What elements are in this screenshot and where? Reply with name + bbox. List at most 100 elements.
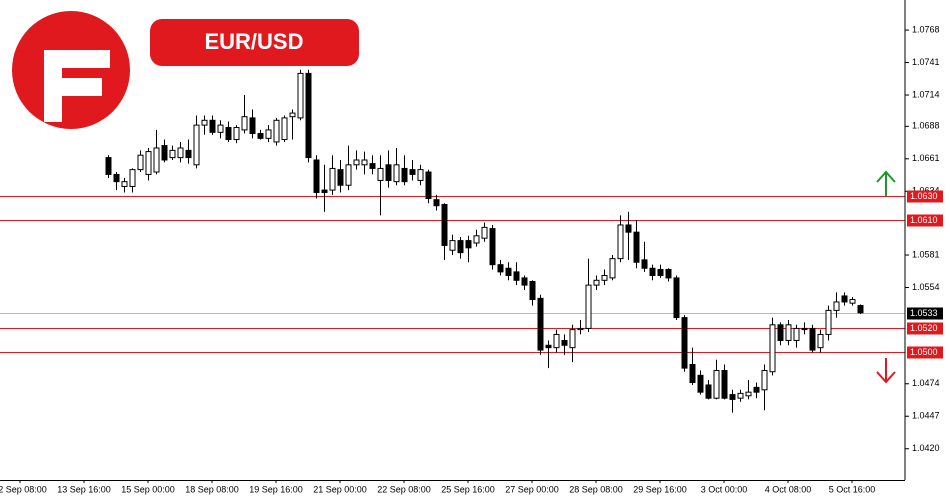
x-tick-label: 19 Sep 16:00 (249, 484, 303, 494)
candle-body (145, 151, 152, 175)
candle-body (761, 370, 768, 391)
level-label: 1.0520 (910, 323, 938, 333)
candle-body (161, 145, 168, 161)
x-tick-label: 13 Sep 16:00 (57, 484, 111, 494)
candle-body (561, 339, 568, 346)
candle-body (801, 327, 808, 331)
arrow-head (876, 371, 896, 384)
candle-body (641, 259, 648, 269)
candle-body (553, 333, 560, 349)
candle-body (617, 224, 624, 260)
candle-body (769, 324, 776, 373)
candle-body (337, 169, 344, 186)
x-tick-label: 22 Sep 08:00 (377, 484, 431, 494)
candle-body (713, 370, 720, 399)
candle-body (225, 127, 232, 141)
x-tick-label: 21 Sep 00:00 (313, 484, 367, 494)
candle-body (601, 274, 608, 281)
level-label-box (907, 190, 943, 203)
level-label: 1.0500 (910, 347, 938, 357)
candle-body (265, 129, 272, 139)
level-label-box (907, 214, 943, 227)
candle-body (305, 72, 312, 159)
candle-body (585, 284, 592, 329)
candle-body (505, 267, 512, 276)
candle-body (233, 127, 240, 141)
y-tick-label: 1.0688 (912, 121, 940, 131)
candle-body (385, 164, 392, 181)
up-arrow (876, 170, 896, 196)
candle-body (665, 268, 672, 279)
x-tick-label: 4 Oct 08:00 (765, 484, 812, 494)
candle-body (193, 124, 200, 166)
candle-body (241, 116, 248, 131)
last-price-box (907, 307, 943, 320)
candle-body (785, 324, 792, 341)
candle-body (497, 264, 504, 273)
candle-body (753, 386, 760, 393)
y-tick-label: 1.0420 (912, 443, 940, 453)
candle-body (121, 181, 128, 187)
candle-body (825, 309, 832, 335)
candle-body (249, 117, 256, 135)
y-tick-label: 1.0768 (912, 24, 940, 34)
candle-body (609, 258, 616, 279)
candle-body (673, 277, 680, 319)
candle-body (281, 117, 288, 141)
candle-body (217, 124, 224, 133)
candle-body (569, 329, 576, 349)
candle-body (729, 394, 736, 400)
candle-body (577, 327, 584, 331)
candle-body (401, 167, 408, 183)
y-tick-label: 1.0581 (912, 249, 940, 259)
candle-body (289, 112, 296, 118)
x-tick-label: 25 Sep 16:00 (441, 484, 495, 494)
y-tick-label: 1.0554 (912, 282, 940, 292)
x-tick-label: 5 Oct 16:00 (829, 484, 876, 494)
x-tick-label: 3 Oct 00:00 (701, 484, 748, 494)
candle-body (745, 391, 752, 397)
candle-body (721, 370, 728, 399)
candle-body (137, 154, 144, 171)
last-price-label: 1.0533 (910, 308, 938, 318)
candle-body (177, 147, 184, 159)
candle-body (473, 235, 480, 244)
x-tick-label: 18 Sep 08:00 (185, 484, 239, 494)
x-tick-label: 12 Sep 08:00 (0, 484, 47, 494)
level-label-box (907, 322, 943, 335)
candle-body (457, 240, 464, 254)
candle-body (793, 327, 800, 341)
candle-body (449, 240, 456, 251)
candle-body (697, 374, 704, 393)
candle-body (409, 169, 416, 175)
plot-area (0, 69, 905, 413)
x-tick-label: 28 Sep 08:00 (569, 484, 623, 494)
candle-body (833, 301, 840, 311)
candle-body (489, 228, 496, 266)
candle-body (113, 173, 120, 183)
title-badge (150, 19, 359, 66)
candle-body (649, 267, 656, 276)
candle-body (633, 231, 640, 263)
candle-body (817, 333, 824, 349)
level-label-box (907, 346, 943, 359)
candle-body (369, 163, 376, 169)
candle-body (809, 327, 816, 351)
candle-body (705, 384, 712, 399)
candle-body (425, 171, 432, 199)
candle-body (545, 344, 552, 349)
y-tick-label: 1.0474 (912, 378, 940, 388)
down-arrow (876, 358, 896, 384)
arrow-head (876, 170, 896, 183)
candle-body (153, 147, 160, 173)
candle-body (441, 204, 448, 246)
candle-body (529, 281, 536, 301)
candle-body (169, 149, 176, 159)
x-tick-label: 15 Sep 00:00 (121, 484, 175, 494)
candle-body (593, 279, 600, 286)
level-label: 1.0630 (910, 191, 938, 201)
candle-body (129, 169, 136, 187)
candle-body (345, 164, 352, 186)
candle-body (841, 295, 848, 303)
